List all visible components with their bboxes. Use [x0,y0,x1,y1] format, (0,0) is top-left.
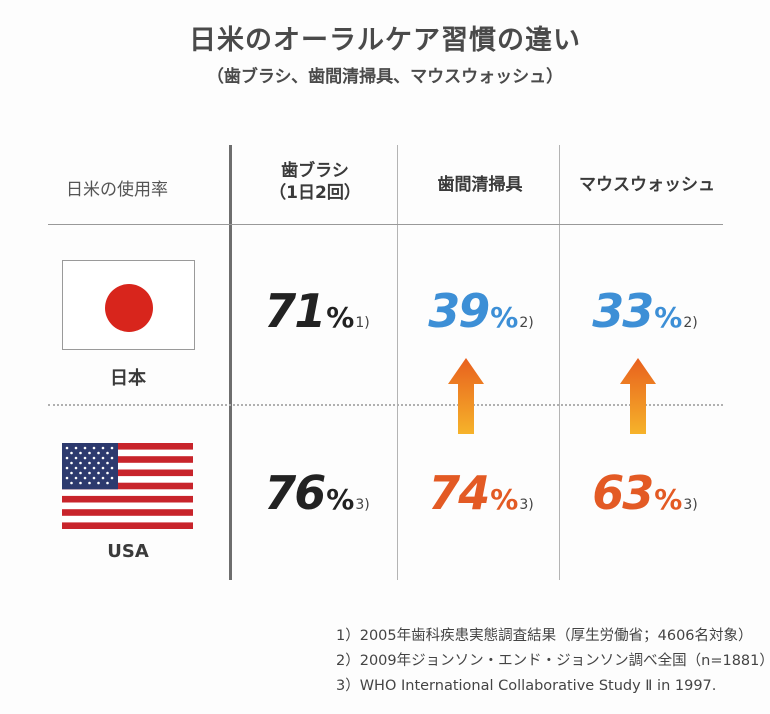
page-subtitle: （歯ブラシ、歯間清掃具、マウスウォッシュ） [206,67,564,87]
value-reference: 3) [683,497,698,513]
column-header-toothbrush: 歯ブラシ （1日2回） [240,160,390,204]
page-title: 日米のオーラルケア習慣の違い [189,25,581,56]
value-cell-japan-interdental: 39%2) [406,284,556,338]
value-cell-usa-mouthwash: 63%3) [570,466,720,520]
value-unit: % [326,301,355,334]
column-header-line1: 歯ブラシ [281,161,349,181]
japan-flag [62,260,195,350]
column-header-interdental: 歯間清掃具 [400,174,560,196]
up-arrow-icon [620,358,656,434]
value-number: 71 [264,284,326,338]
value-number: 39 [428,284,490,338]
footnote: 2）2009年ジョンソン・エンド・ジョンソン調べ全国（n=1881） [336,653,770,669]
value-unit: % [490,301,519,334]
row-divider [48,404,723,406]
column-header-line1: 歯間清掃具 [437,175,523,195]
usa-flag-icon [62,443,193,529]
column-header-line1: マウスウォッシュ [579,175,715,195]
value-reference: 1) [355,315,370,331]
column-divider [559,145,560,580]
value-number: 76 [264,466,326,520]
value-reference: 3) [519,497,534,513]
value-cell-japan-toothbrush: 71%1) [242,284,392,338]
footnote: 3）WHO International Collaborative Study … [336,678,717,694]
column-divider-main [229,145,232,580]
column-header-line2: （1日2回） [269,183,361,203]
value-number: 63 [592,466,654,520]
usa-flag [62,443,193,529]
japan-flag-icon [63,261,194,349]
value-number: 74 [428,466,490,520]
header-divider [48,224,723,225]
footnote: 1）2005年歯科疾患実態調査結果（厚生労働省；4606名対象） [336,628,753,644]
value-reference: 3) [355,497,370,513]
column-divider [397,145,398,580]
value-unit: % [326,483,355,516]
up-arrow-icon [448,358,484,434]
value-number: 33 [592,284,654,338]
value-cell-usa-toothbrush: 76%3) [242,466,392,520]
value-unit: % [490,483,519,516]
footnotes: 1）2005年歯科疾患実態調査結果（厚生労働省；4606名対象） 2）2009年… [336,624,770,699]
value-reference: 2) [519,315,534,331]
country-label-japan: 日本 [110,368,146,389]
value-unit: % [654,483,683,516]
value-cell-japan-mouthwash: 33%2) [570,284,720,338]
row-header-label: 日米の使用率 [66,180,168,200]
value-reference: 2) [683,315,698,331]
country-label-usa: USA [107,541,149,562]
value-unit: % [654,301,683,334]
column-header-mouthwash: マウスウォッシュ [562,174,732,196]
value-cell-usa-interdental: 74%3) [406,466,556,520]
